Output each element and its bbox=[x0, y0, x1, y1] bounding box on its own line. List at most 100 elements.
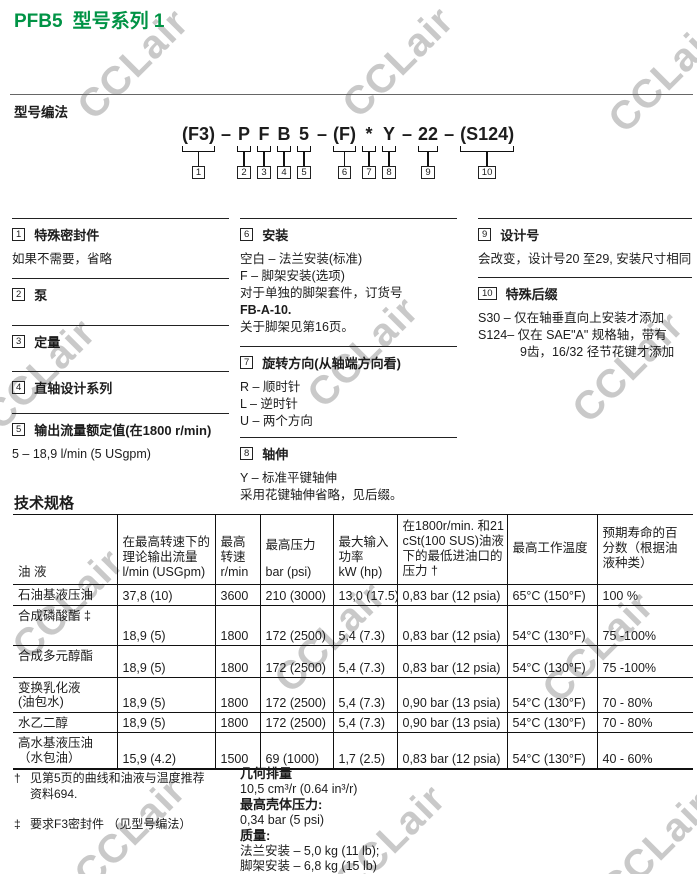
section-body: 5 – 18,9 l/min (5 USgpm) bbox=[12, 446, 229, 463]
code-segment-label: * bbox=[365, 124, 373, 144]
bracket bbox=[277, 146, 292, 152]
definition-section-5: 5 输出流量额定值(在1800 r/min) 5 – 18,9 l/min (5… bbox=[12, 413, 229, 463]
code-segment-4: B 4 bbox=[277, 123, 292, 179]
section-header: 9 设计号 bbox=[478, 225, 692, 244]
code-separator: – bbox=[317, 124, 328, 144]
stem-line bbox=[263, 152, 265, 166]
code-segment-label: Y bbox=[383, 124, 396, 144]
header-text: 在1800r/min. 和21 bbox=[402, 519, 504, 533]
stem-line bbox=[303, 152, 305, 166]
section-body: R – 顺时针 L – 逆时针 U – 两个方向 bbox=[240, 379, 457, 430]
mass-label: 质量: bbox=[240, 828, 271, 843]
definition-section-2: 2 泵 bbox=[12, 278, 229, 325]
definitions-column-1: 1 特殊密封件 如果不需要，省略 2 泵 3 定量 4 直轴设计系列 bbox=[12, 218, 229, 463]
mass-flange-value: 法兰安装 – 5,0 kg (11 lb); bbox=[240, 843, 380, 858]
bracket bbox=[418, 146, 439, 152]
text-line: S30 – 仅在轴垂直向上安装才添加 bbox=[478, 311, 665, 325]
col-header-pressure: 最高压力 bar (psi) bbox=[259, 514, 333, 585]
model-code-diagram: (F3) 1 – P 2 F 3 B 4 5 5 bbox=[182, 123, 515, 179]
cell-fluid: 高水基液压油 （水包油） bbox=[13, 732, 117, 769]
text-line: 资料694. bbox=[30, 787, 78, 801]
section-title: 输出流量额定值(在1800 r/min) bbox=[34, 423, 212, 438]
cell-life: 70 - 80% bbox=[596, 711, 693, 733]
code-segment-label: 22 bbox=[418, 124, 439, 144]
displacement-label: 几何排量 bbox=[240, 766, 293, 781]
cell-flow: 18,9 (5) bbox=[116, 644, 215, 677]
text-line: Y – 标准平键轴伸 bbox=[240, 471, 338, 485]
code-number-box: 10 bbox=[477, 166, 497, 179]
code-segment-label: (S124) bbox=[460, 124, 515, 144]
code-segment-1: (F3) 1 bbox=[182, 123, 215, 179]
definition-section-9: 9 设计号 会改变，设计号20 至29, 安装尺寸相同 bbox=[478, 218, 692, 277]
code-segment-label: 5 bbox=[299, 124, 310, 144]
watermark: CCLair bbox=[600, 13, 697, 142]
code-number-box: 5 bbox=[297, 166, 311, 179]
bracket bbox=[382, 146, 397, 152]
series-name: 型号系列 1 bbox=[72, 11, 165, 32]
header-text: cSt(100 SUS)油液 bbox=[402, 534, 504, 548]
header-text: 油 液 bbox=[18, 565, 47, 579]
table-row: 合成磷酸酯 ‡ 18,9 (5) 1800 172 (2500) 5,4 (7.… bbox=[13, 604, 693, 645]
table-row: 合成多元醇酯 18,9 (5) 1800 172 (2500) 5,4 (7.3… bbox=[13, 644, 693, 677]
fluid-name: （水包油） bbox=[18, 750, 81, 765]
cell-life: 70 - 80% bbox=[596, 676, 693, 712]
stem-line bbox=[343, 152, 346, 166]
section-title: 设计号 bbox=[500, 228, 540, 243]
section-body: 空白 – 法兰安装(标准) F – 脚架安装(选项) 对于单独的脚架套件，订货号… bbox=[240, 251, 457, 336]
text-line: 9齿，16/32 径节花键才添加 bbox=[520, 345, 675, 359]
cell-flow: 37,8 (10) bbox=[116, 584, 215, 605]
cell-fluid: 水乙二醇 bbox=[13, 711, 117, 733]
col-header-speed: 最高 转速 r/min bbox=[214, 514, 260, 585]
cell-pressure: 210 (3000) bbox=[259, 584, 333, 605]
section-body: Y – 标准平键轴伸 采用花键轴伸省略，见后缀。 bbox=[240, 470, 457, 504]
footnote-text: 见第5页的曲线和油液与温度推荐 资料694. bbox=[30, 770, 205, 802]
code-segment-5: 5 5 bbox=[297, 123, 312, 179]
fluid-name: (油包水) bbox=[18, 695, 64, 709]
section-number-box: 10 bbox=[478, 287, 497, 300]
header-text: 转速 bbox=[220, 550, 246, 564]
header-text: bar (psi) bbox=[265, 565, 312, 579]
code-separator: – bbox=[402, 124, 413, 144]
definition-section-6: 6 安装 空白 – 法兰安装(标准) F – 脚架安装(选项) 对于单独的脚架套… bbox=[240, 218, 457, 346]
section-title-model-coding: 型号编法 bbox=[14, 105, 68, 120]
cell-life: 40 - 60% bbox=[596, 732, 693, 769]
cell-speed: 1500 bbox=[214, 732, 260, 769]
displacement-value: 10,5 cm³/r (0.64 in³/r) bbox=[240, 781, 358, 796]
fluid-name: 水乙二醇 bbox=[18, 715, 69, 730]
header-text: kW (hp) bbox=[338, 565, 383, 579]
section-number-box: 5 bbox=[12, 423, 26, 436]
bracket bbox=[182, 146, 215, 152]
bracket bbox=[237, 146, 252, 152]
product-name: PFB5 bbox=[14, 11, 63, 32]
definitions-column-2: 6 安装 空白 – 法兰安装(标准) F – 脚架安装(选项) 对于单独的脚架套… bbox=[240, 218, 457, 504]
fluid-name: 石油基液压油 bbox=[18, 588, 94, 602]
section-header: 7 旋转方向(从轴端方向看) bbox=[240, 353, 457, 372]
section-number-box: 1 bbox=[12, 228, 26, 241]
code-segment-label: (F3) bbox=[182, 124, 215, 144]
text-line: 5 – 18,9 l/min (5 USgpm) bbox=[12, 447, 151, 461]
section-title: 特殊后缀 bbox=[505, 287, 558, 302]
table-row: 高水基液压油 （水包油） 15,9 (4.2) 1500 69 (1000) 1… bbox=[13, 732, 693, 769]
text-line: 会改变，设计号20 至29, 安装尺寸相同 bbox=[478, 252, 692, 266]
code-segment-6: (F) 6 bbox=[333, 123, 357, 179]
definition-section-10: 10 特殊后缀 S30 – 仅在轴垂直向上安装才添加 S124– 仅在 SAE"… bbox=[478, 277, 692, 361]
section-title: 泵 bbox=[34, 288, 48, 303]
code-segment-3: F 3 bbox=[257, 123, 272, 179]
cell-temp: 54°C (130°F) bbox=[506, 604, 597, 645]
section-header: 10 特殊后缀 bbox=[478, 284, 692, 303]
cell-temp: 54°C (130°F) bbox=[506, 711, 597, 733]
section-body: S30 – 仅在轴垂直向上安装才添加 S124– 仅在 SAE"A" 规格轴，带… bbox=[478, 310, 692, 361]
watermark: CCLair bbox=[334, 0, 463, 127]
section-title-specs: 技术规格 bbox=[14, 495, 75, 512]
col-header-fluid: 油 液 bbox=[13, 514, 117, 585]
cell-inlet: 0,83 bar (12 psia) bbox=[396, 732, 507, 769]
fluid-name: 合成多元醇酯 bbox=[18, 648, 94, 663]
section-body: 如果不需要，省略 bbox=[12, 251, 229, 268]
section-header: 1 特殊密封件 bbox=[12, 225, 229, 244]
text-line: 对于单独的脚架套件，订货号 bbox=[240, 286, 403, 300]
section-number-box: 8 bbox=[240, 447, 254, 460]
cell-pressure: 172 (2500) bbox=[259, 711, 333, 733]
code-number-box: 7 bbox=[362, 166, 376, 179]
section-number-box: 4 bbox=[12, 381, 26, 394]
